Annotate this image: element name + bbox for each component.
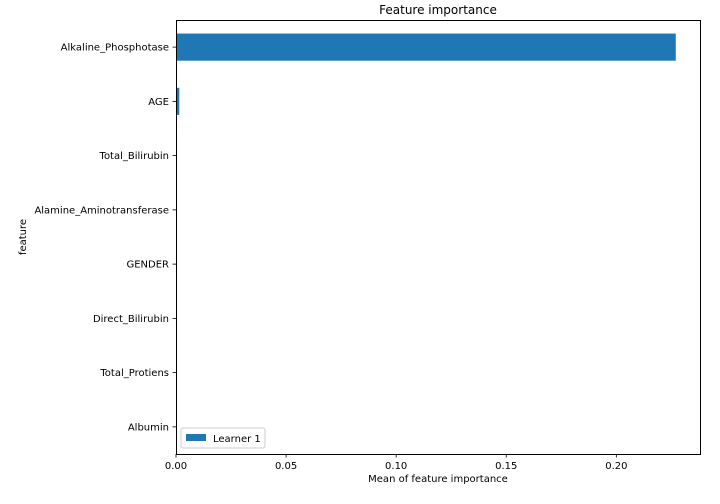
- legend-label: Learner 1: [213, 434, 261, 445]
- y-tick-label: Direct_Bilirubin: [93, 314, 169, 325]
- y-tick-label: AGE: [148, 97, 169, 108]
- plot-frame: [176, 20, 701, 455]
- x-axis-ticks: 0.00 0.05 0.10 0.15 0.20: [165, 454, 627, 472]
- x-tick-label: 0.15: [495, 461, 517, 472]
- legend-box: [180, 427, 266, 449]
- x-tick-label: 0.20: [605, 461, 627, 472]
- y-tick-label: Alamine_Aminotransferase: [34, 205, 169, 216]
- x-tick-label: 0.00: [165, 461, 187, 472]
- x-tick-label: 0.05: [275, 461, 297, 472]
- chart-title: Feature importance: [379, 3, 497, 17]
- x-axis-label: Mean of feature importance: [368, 474, 508, 485]
- y-tick-label: Albumin: [128, 422, 169, 433]
- y-axis-label: feature: [18, 219, 29, 255]
- y-axis-ticks: Alkaline_Phosphotase AGE Total_Bilirubin Al…: [34, 43, 176, 433]
- bar: [176, 87, 180, 115]
- bars-group: [176, 33, 676, 224]
- legend: Learner 1: [180, 427, 266, 449]
- x-tick-label: 0.10: [385, 461, 407, 472]
- y-tick-label: Alkaline_Phosphotase: [61, 43, 169, 54]
- y-tick-label: Total_Protiens: [99, 368, 169, 379]
- y-tick-label: Total_Bilirubin: [99, 151, 169, 162]
- legend-swatch: [186, 434, 206, 441]
- y-tick-label: GENDER: [126, 260, 169, 271]
- bar: [176, 33, 676, 61]
